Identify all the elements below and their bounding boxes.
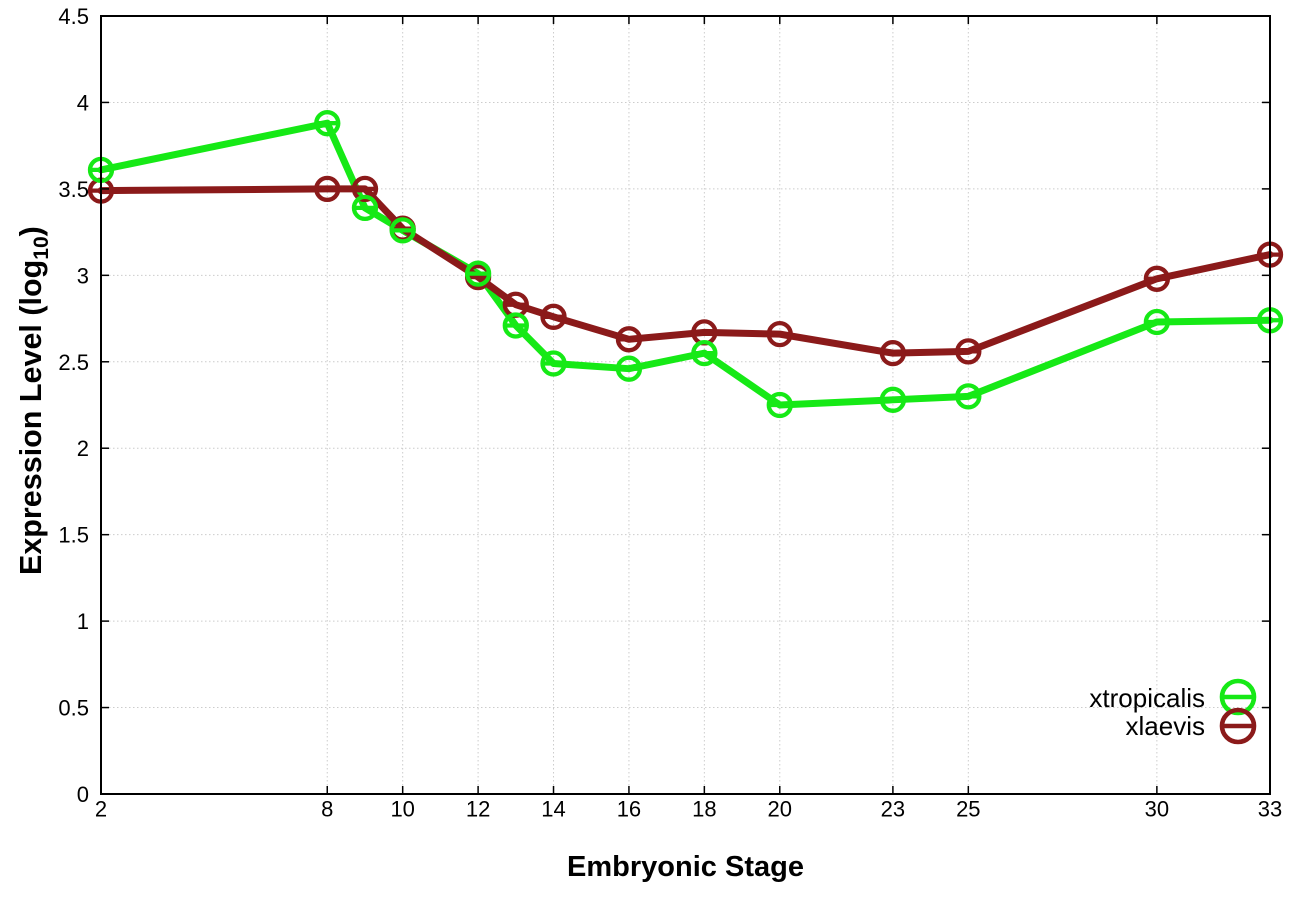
svg-text:xlaevis: xlaevis: [1126, 711, 1205, 741]
svg-text:xtropicalis: xtropicalis: [1089, 683, 1205, 713]
